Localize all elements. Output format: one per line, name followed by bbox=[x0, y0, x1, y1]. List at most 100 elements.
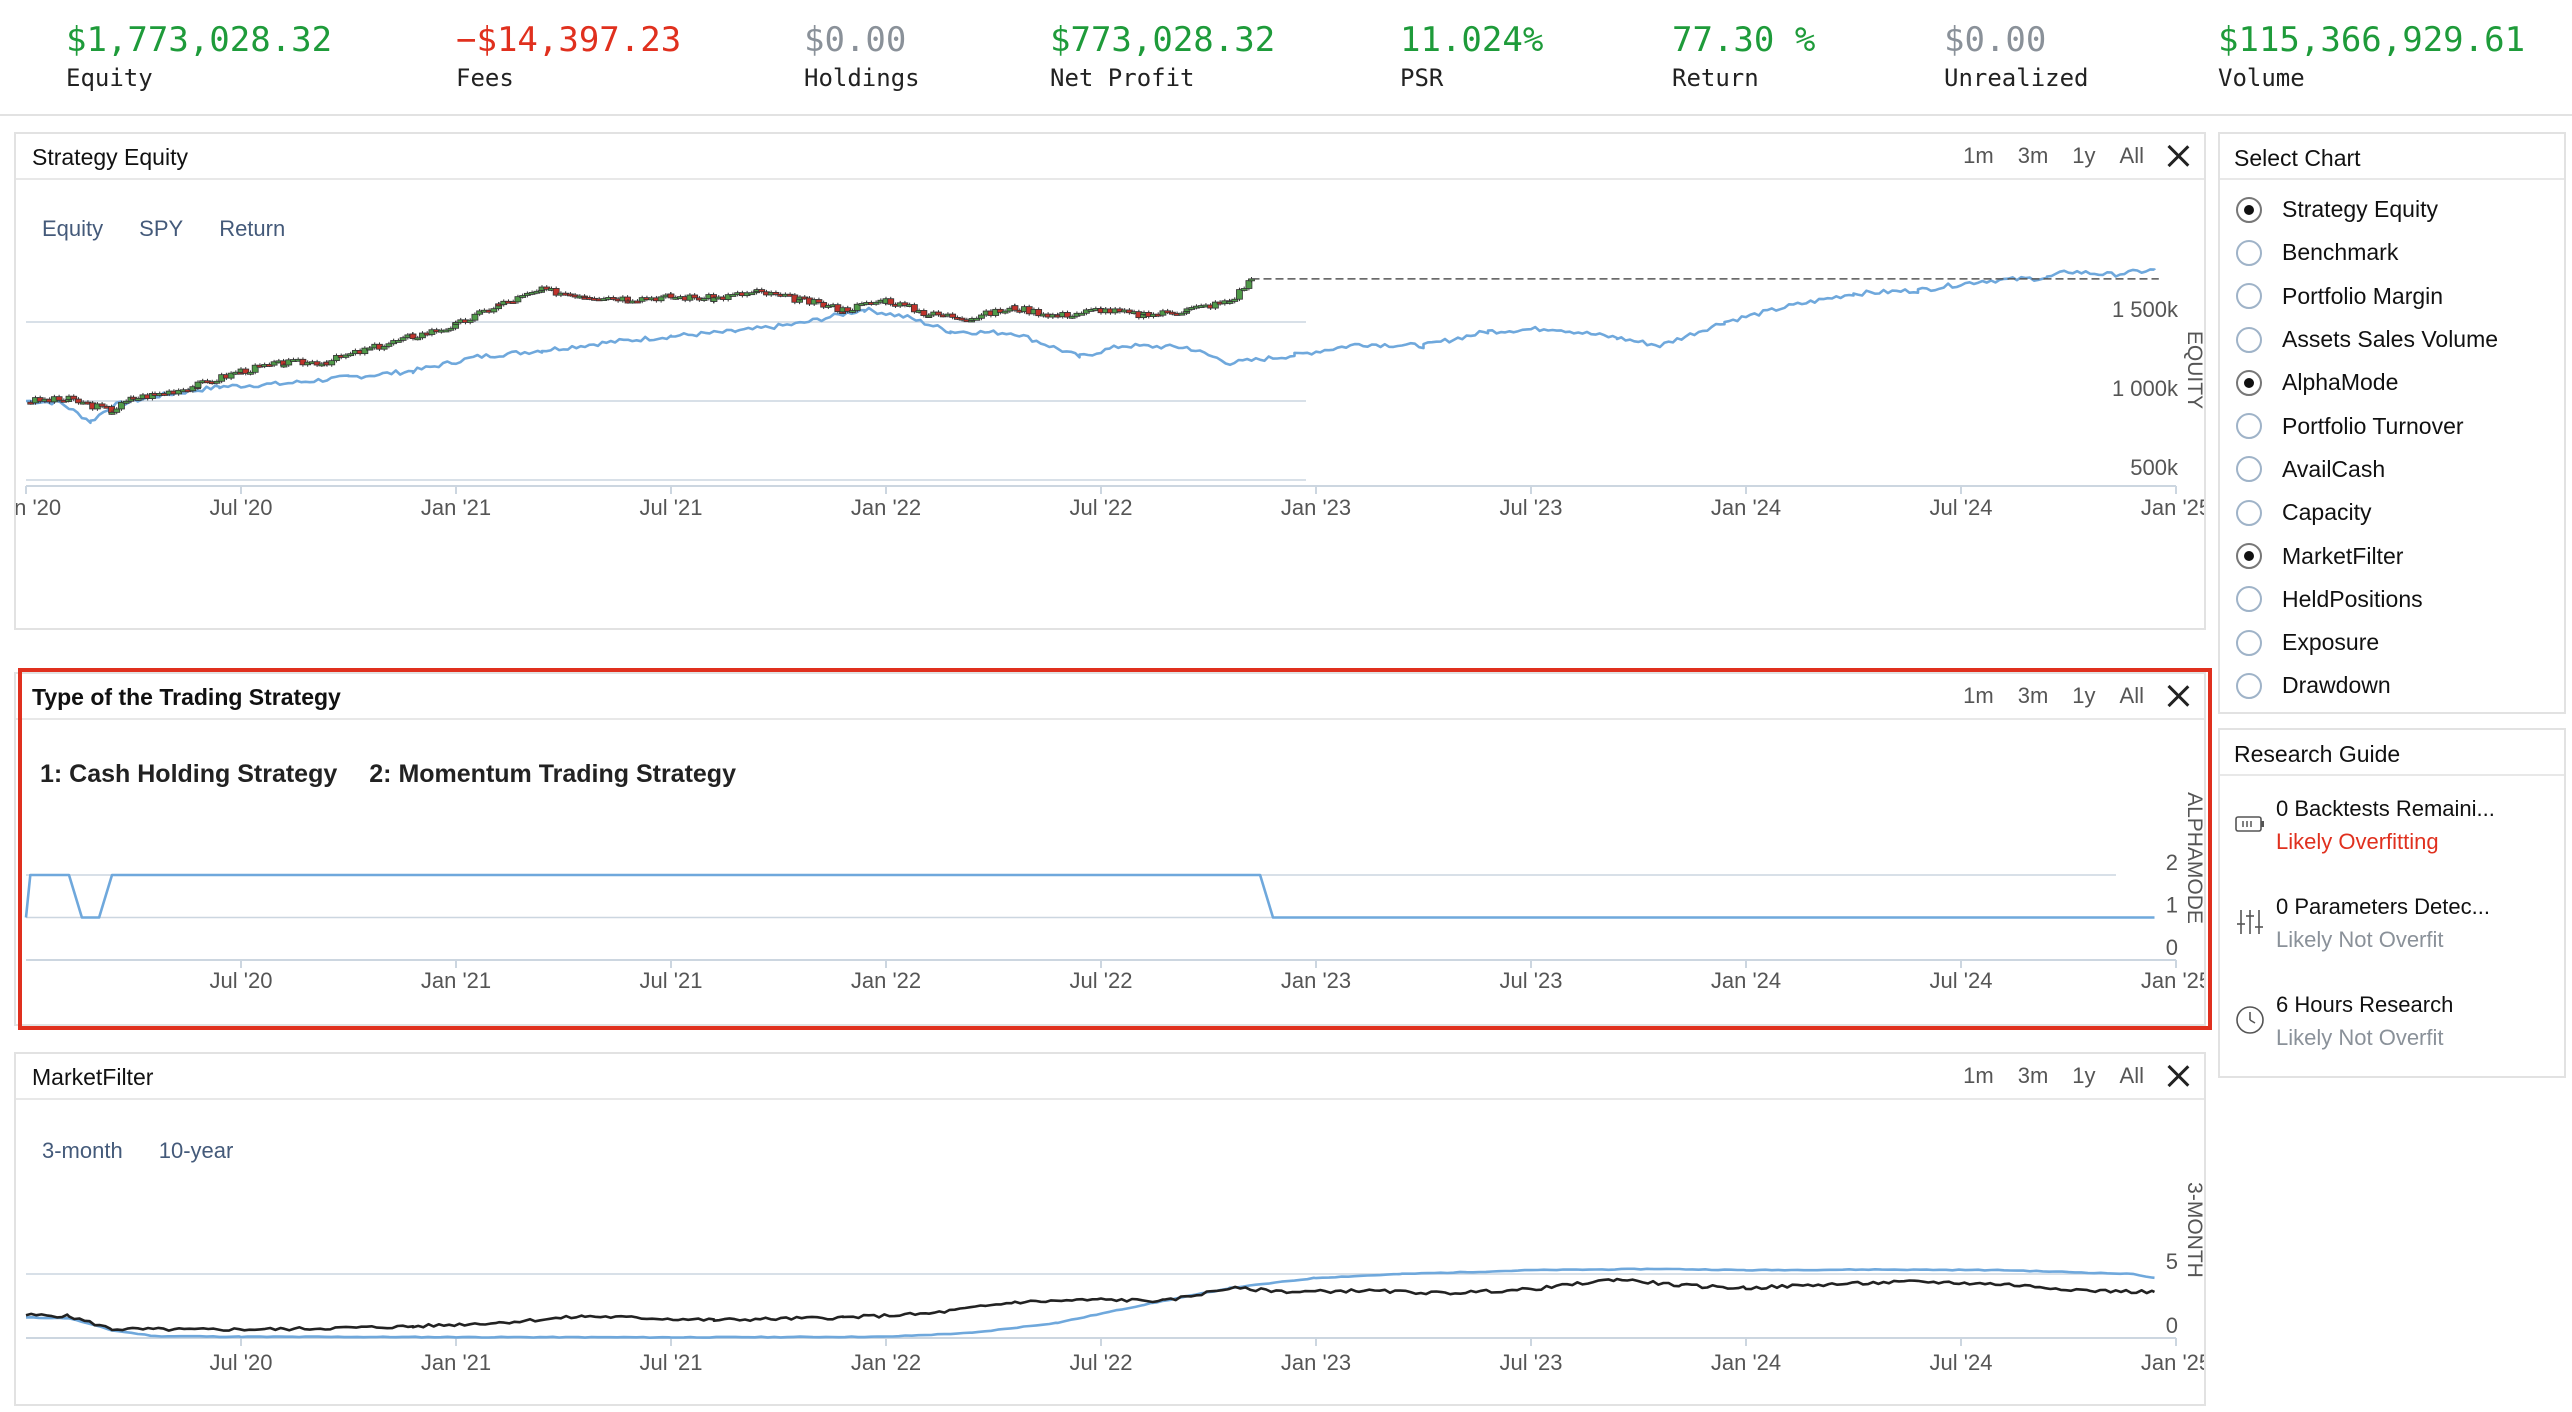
range-all-button[interactable]: All bbox=[2119, 1063, 2144, 1088]
range-1y-button[interactable]: 1y bbox=[2072, 1063, 2096, 1088]
research-item-status: Likely Not Overfit bbox=[2276, 927, 2444, 952]
stat-equity: $1,773,028.32 Equity bbox=[66, 18, 332, 94]
x-tick-label: Jan '25 bbox=[2141, 495, 2204, 520]
range-1y-button[interactable]: 1y bbox=[2072, 683, 2096, 708]
panel-header: MarketFilter 1m 3m 1y All bbox=[16, 1054, 2204, 1100]
y-tick-label: 1 000k bbox=[2112, 376, 2179, 401]
stat-label: Volume bbox=[2218, 64, 2305, 92]
research-item-hours: 6 Hours Research Likely Not Overfit bbox=[2220, 984, 2564, 1082]
x-tick-label: Jan '22 bbox=[851, 968, 921, 993]
candle-body bbox=[313, 361, 321, 366]
candle-body bbox=[466, 319, 474, 323]
range-1m-button[interactable]: 1m bbox=[1963, 143, 1994, 168]
research-item-title: 6 Hours Research bbox=[2276, 992, 2454, 1017]
x-tick-label: Jan '25 bbox=[2141, 1350, 2204, 1375]
close-icon[interactable] bbox=[2166, 1064, 2190, 1088]
candle-body bbox=[194, 381, 202, 389]
candle-body bbox=[134, 398, 142, 401]
legend-return[interactable]: Return bbox=[219, 216, 286, 241]
chart-option-alphamode[interactable]: AlphaMode bbox=[2220, 361, 2564, 404]
candle-body bbox=[394, 340, 402, 343]
candle-body bbox=[270, 361, 278, 366]
candle-body bbox=[328, 360, 336, 366]
close-icon[interactable] bbox=[2166, 144, 2190, 168]
radio-unchecked-icon[interactable] bbox=[2236, 283, 2262, 310]
chart-option-label: Strategy Equity bbox=[2282, 196, 2438, 223]
candle-body bbox=[887, 298, 895, 305]
chart-option-marketfilter[interactable]: MarketFilter bbox=[2220, 534, 2564, 577]
chart-option-heldpositions[interactable]: HeldPositions bbox=[2220, 578, 2564, 621]
chart-option-strategy-equity[interactable]: Strategy Equity bbox=[2220, 188, 2564, 231]
legend-spy[interactable]: SPY bbox=[139, 216, 184, 241]
legend-equity[interactable]: Equity bbox=[42, 216, 104, 241]
range-3m-button[interactable]: 3m bbox=[2017, 143, 2049, 168]
y-tick-label: 2 bbox=[2166, 850, 2178, 875]
stat-label: Fees bbox=[456, 64, 514, 92]
radio-unchecked-icon[interactable] bbox=[2236, 326, 2262, 353]
chart-option-exposure[interactable]: Exposure bbox=[2220, 621, 2564, 664]
x-tick-label: Jan '21 bbox=[421, 968, 491, 993]
alphamode-chart: 2 1 0 Jul '20 Jan '21 Jul '21 Jan '22 Jul '22 Ja… bbox=[24, 792, 2204, 993]
candle-body bbox=[380, 346, 388, 350]
radio-checked-icon[interactable] bbox=[2236, 543, 2262, 570]
range-3m-button[interactable]: 3m bbox=[2017, 1063, 2049, 1088]
candle-body bbox=[772, 291, 780, 295]
candle-body bbox=[1183, 308, 1191, 312]
radio-unchecked-icon[interactable] bbox=[2236, 456, 2262, 483]
candle-body bbox=[667, 293, 675, 299]
candle-body bbox=[853, 303, 861, 311]
candle-body bbox=[442, 329, 450, 333]
research-guide-title: Research Guide bbox=[2220, 730, 2564, 776]
radio-checked-icon[interactable] bbox=[2236, 369, 2262, 396]
range-1y-button[interactable]: 1y bbox=[2072, 143, 2096, 168]
chart-option-benchmark[interactable]: Benchmark bbox=[2220, 231, 2564, 274]
x-tick-label: Jul '21 bbox=[640, 1350, 703, 1375]
range-1m-button[interactable]: 1m bbox=[1963, 1063, 1994, 1088]
radio-checked-icon[interactable] bbox=[2236, 196, 2262, 223]
radio-unchecked-icon[interactable] bbox=[2236, 629, 2262, 656]
candle-body bbox=[1068, 315, 1076, 319]
panel-title: MarketFilter bbox=[32, 1064, 154, 1090]
range-1m-button[interactable]: 1m bbox=[1963, 683, 1994, 708]
radio-unchecked-icon[interactable] bbox=[2236, 413, 2262, 440]
chart-option-assets-sales-volume[interactable]: Assets Sales Volume bbox=[2220, 318, 2564, 361]
candle-body bbox=[724, 294, 732, 300]
radio-unchecked-icon[interactable] bbox=[2236, 586, 2262, 613]
candle-body bbox=[366, 347, 374, 351]
radio-unchecked-icon[interactable] bbox=[2236, 499, 2262, 526]
candle-body bbox=[958, 317, 966, 321]
x-tick-label: Jul '20 bbox=[210, 1350, 273, 1375]
chart-option-label: Drawdown bbox=[2282, 672, 2391, 699]
range-all-button[interactable]: All bbox=[2119, 143, 2144, 168]
legend-3-month[interactable]: 3-month bbox=[42, 1138, 123, 1163]
chart-option-label: AlphaMode bbox=[2282, 369, 2399, 396]
range-all-button[interactable]: All bbox=[2119, 683, 2144, 708]
stat-return: 77.30 % Return bbox=[1672, 18, 1815, 94]
candle-body bbox=[1178, 312, 1186, 316]
candle-body bbox=[552, 288, 560, 296]
research-item-title: 0 Parameters Detec... bbox=[2276, 894, 2490, 919]
panel-header: Strategy Equity 1m 3m 1y All bbox=[16, 134, 2204, 180]
chart-option-portfolio-turnover[interactable]: Portfolio Turnover bbox=[2220, 404, 2564, 447]
candle-body bbox=[748, 292, 756, 296]
radio-unchecked-icon[interactable] bbox=[2236, 239, 2262, 266]
stat-label: Unrealized bbox=[1944, 64, 2089, 92]
candle-body bbox=[447, 327, 455, 331]
chart-option-label: MarketFilter bbox=[2282, 542, 2404, 569]
chart-option-drawdown[interactable]: Drawdown bbox=[2220, 664, 2564, 707]
range-3m-button[interactable]: 3m bbox=[2017, 683, 2049, 708]
candle-body bbox=[710, 297, 718, 302]
candle-body bbox=[978, 314, 985, 319]
candle-body bbox=[280, 364, 288, 368]
candle-body bbox=[113, 408, 121, 413]
chart-option-portfolio-margin[interactable]: Portfolio Margin bbox=[2220, 275, 2564, 318]
radio-unchecked-icon[interactable] bbox=[2236, 672, 2262, 699]
chart-option-capacity[interactable]: Capacity bbox=[2220, 491, 2564, 534]
candle-body bbox=[285, 359, 293, 366]
chart-option-availcash[interactable]: AvailCash bbox=[2220, 448, 2564, 491]
legend-10-year[interactable]: 10-year bbox=[158, 1138, 234, 1163]
battery-icon bbox=[2235, 816, 2264, 832]
candle-body bbox=[657, 296, 665, 302]
chart-option-label: Capacity bbox=[2282, 499, 2372, 526]
candle-body bbox=[471, 313, 479, 321]
